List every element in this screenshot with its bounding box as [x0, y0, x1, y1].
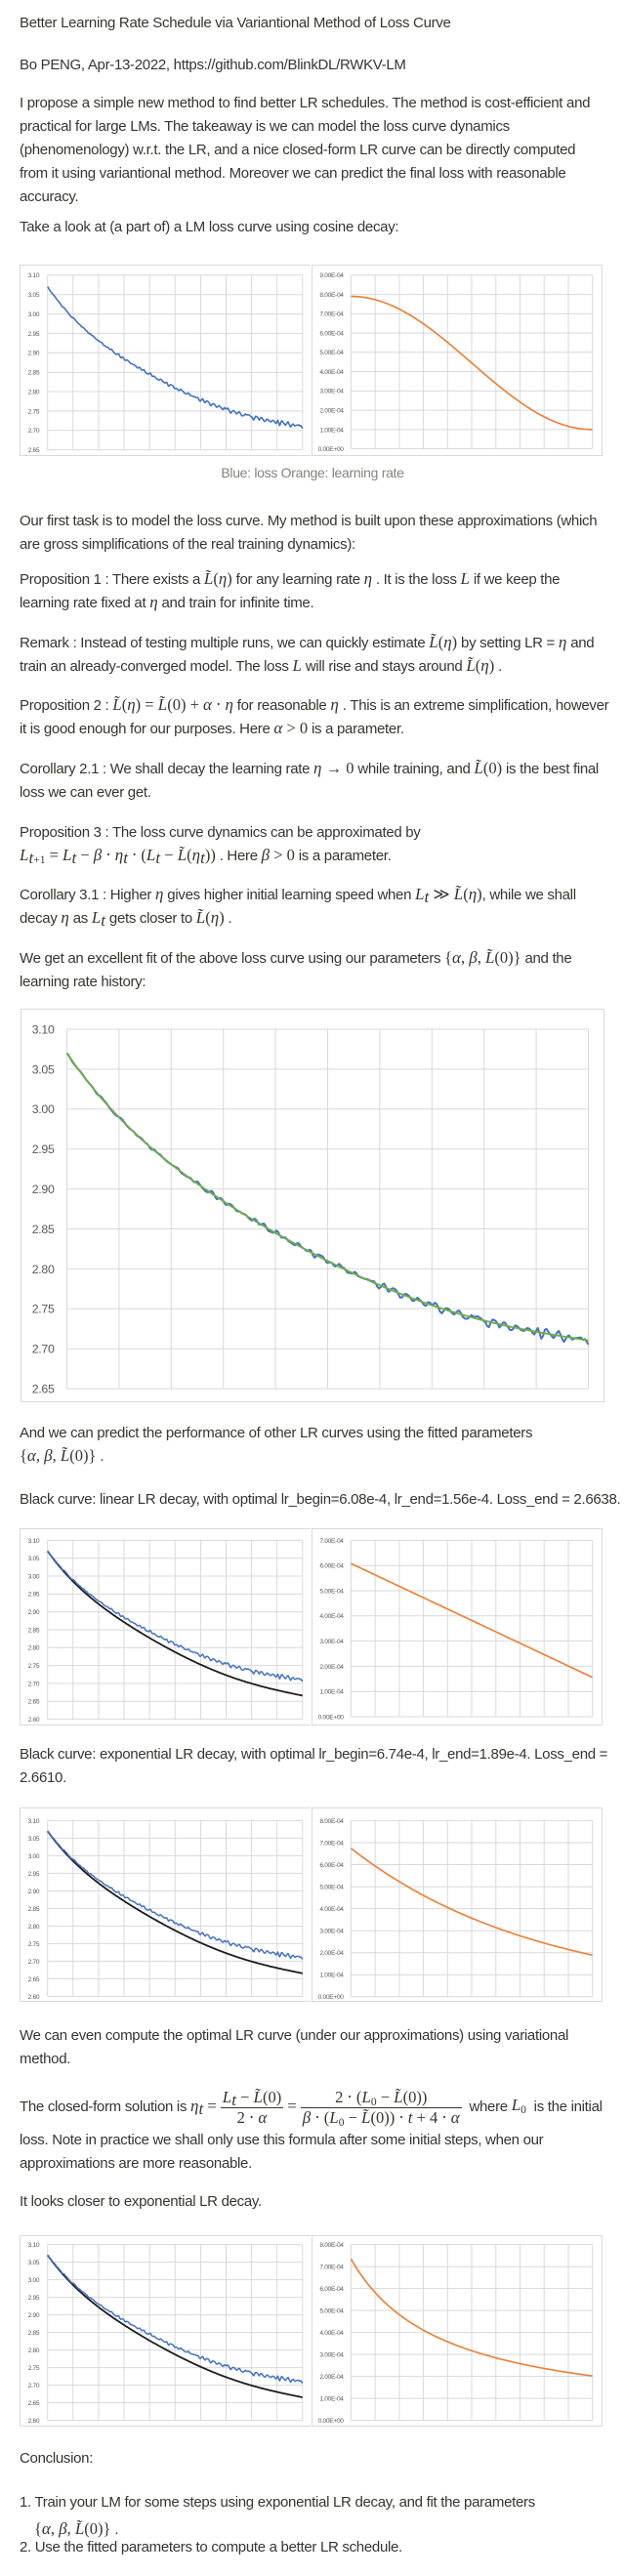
svg-text:3.05: 3.05 [28, 1836, 40, 1843]
svg-text:2.80: 2.80 [28, 1645, 40, 1652]
svg-text:7.00E-04: 7.00E-04 [319, 2264, 344, 2271]
svg-text:2.90: 2.90 [28, 2312, 40, 2319]
svg-text:2.95: 2.95 [28, 1592, 40, 1599]
svg-text:2.85: 2.85 [28, 2330, 40, 2337]
svg-text:2.85: 2.85 [28, 1906, 40, 1913]
svg-text:3.00E-04: 3.00E-04 [319, 389, 344, 395]
svg-text:3.00E-04: 3.00E-04 [319, 1929, 344, 1935]
svg-text:3.05: 3.05 [28, 292, 40, 299]
svg-text:8.00E-04: 8.00E-04 [319, 292, 344, 299]
svg-text:3.00: 3.00 [28, 1853, 40, 1860]
svg-text:4.00E-04: 4.00E-04 [319, 369, 344, 376]
svg-text:2.75: 2.75 [28, 1663, 40, 1670]
svg-text:2.00E-04: 2.00E-04 [319, 2374, 344, 2381]
svg-text:1.00E-04: 1.00E-04 [319, 2396, 344, 2403]
svg-text:3.05: 3.05 [28, 1556, 40, 1562]
svg-text:9.00E-04: 9.00E-04 [319, 272, 344, 279]
svg-text:2.85: 2.85 [28, 1627, 40, 1634]
svg-text:3.05: 3.05 [28, 2260, 40, 2266]
svg-text:3.00: 3.00 [31, 1102, 54, 1116]
svg-text:0.00E+00: 0.00E+00 [318, 2418, 345, 2425]
svg-text:1.00E-04: 1.00E-04 [319, 1689, 344, 1696]
svg-text:2.60: 2.60 [28, 1994, 40, 2001]
svg-text:2.95: 2.95 [31, 1143, 54, 1156]
svg-text:2.80: 2.80 [28, 389, 40, 395]
svg-text:2.90: 2.90 [28, 351, 40, 357]
svg-text:2.80: 2.80 [31, 1263, 54, 1276]
svg-text:2.80: 2.80 [28, 1924, 40, 1931]
svg-text:3.00: 3.00 [28, 1573, 40, 1580]
svg-text:2.85: 2.85 [31, 1223, 54, 1236]
svg-text:6.00E-04: 6.00E-04 [319, 1563, 344, 1570]
svg-text:2.65: 2.65 [28, 1699, 40, 1706]
svg-text:2.60: 2.60 [28, 1717, 40, 1724]
svg-text:6.00E-04: 6.00E-04 [319, 2286, 344, 2293]
svg-text:2.65: 2.65 [28, 2400, 40, 2407]
svg-text:2.60: 2.60 [28, 2418, 40, 2425]
svg-text:2.75: 2.75 [28, 1941, 40, 1948]
svg-text:1.00E-04: 1.00E-04 [319, 427, 344, 434]
svg-text:3.05: 3.05 [31, 1062, 54, 1076]
svg-text:4.00E-04: 4.00E-04 [319, 1906, 344, 1913]
svg-text:5.00E-04: 5.00E-04 [319, 1588, 344, 1595]
svg-text:8.00E-04: 8.00E-04 [319, 2242, 344, 2249]
svg-text:5.00E-04: 5.00E-04 [319, 2308, 344, 2315]
svg-text:3.00: 3.00 [28, 312, 40, 318]
svg-text:2.70: 2.70 [28, 1681, 40, 1687]
svg-text:3.10: 3.10 [31, 1022, 54, 1036]
svg-text:7.00E-04: 7.00E-04 [319, 1538, 344, 1545]
svg-text:2.00E-04: 2.00E-04 [319, 408, 344, 415]
svg-text:2.70: 2.70 [28, 428, 40, 435]
svg-text:2.75: 2.75 [31, 1303, 54, 1316]
svg-text:3.00E-04: 3.00E-04 [319, 1639, 344, 1645]
svg-text:2.90: 2.90 [28, 1609, 40, 1616]
svg-text:2.65: 2.65 [28, 1976, 40, 1983]
svg-text:2.95: 2.95 [28, 2295, 40, 2302]
svg-text:2.65: 2.65 [31, 1383, 54, 1396]
svg-text:2.70: 2.70 [31, 1343, 54, 1356]
svg-text:3.10: 3.10 [28, 2242, 40, 2249]
svg-text:2.70: 2.70 [28, 2383, 40, 2389]
svg-text:4.00E-04: 4.00E-04 [319, 2330, 344, 2337]
svg-text:3.10: 3.10 [28, 1538, 40, 1545]
svg-text:0.00E+00: 0.00E+00 [318, 1995, 345, 2002]
svg-text:2.90: 2.90 [28, 1889, 40, 1895]
svg-text:7.00E-04: 7.00E-04 [319, 1841, 344, 1848]
svg-text:3.00E-04: 3.00E-04 [319, 2352, 344, 2359]
svg-text:2.85: 2.85 [28, 370, 40, 377]
svg-text:2.75: 2.75 [28, 408, 40, 415]
svg-text:1.00E-04: 1.00E-04 [319, 1973, 344, 1979]
svg-text:3.10: 3.10 [28, 272, 40, 279]
svg-text:5.00E-04: 5.00E-04 [319, 350, 344, 356]
svg-text:2.75: 2.75 [28, 2365, 40, 2372]
svg-text:0.00E+00: 0.00E+00 [318, 1714, 345, 1721]
svg-text:2.70: 2.70 [28, 1959, 40, 1966]
svg-text:2.00E-04: 2.00E-04 [319, 1950, 344, 1957]
svg-text:6.00E-04: 6.00E-04 [319, 331, 344, 338]
svg-text:0.00E+00: 0.00E+00 [318, 446, 345, 453]
svg-text:3.10: 3.10 [28, 1818, 40, 1825]
svg-text:7.00E-04: 7.00E-04 [319, 312, 344, 318]
svg-text:4.00E-04: 4.00E-04 [319, 1613, 344, 1620]
svg-text:2.95: 2.95 [28, 1871, 40, 1878]
svg-text:8.00E-04: 8.00E-04 [319, 1818, 344, 1825]
svg-text:2.90: 2.90 [31, 1183, 54, 1196]
svg-text:5.00E-04: 5.00E-04 [319, 1885, 344, 1891]
svg-text:6.00E-04: 6.00E-04 [319, 1862, 344, 1869]
svg-text:2.95: 2.95 [28, 331, 40, 338]
svg-text:2.65: 2.65 [28, 447, 40, 454]
svg-text:2.00E-04: 2.00E-04 [319, 1664, 344, 1671]
svg-text:3.00: 3.00 [28, 2277, 40, 2284]
svg-text:2.80: 2.80 [28, 2347, 40, 2354]
